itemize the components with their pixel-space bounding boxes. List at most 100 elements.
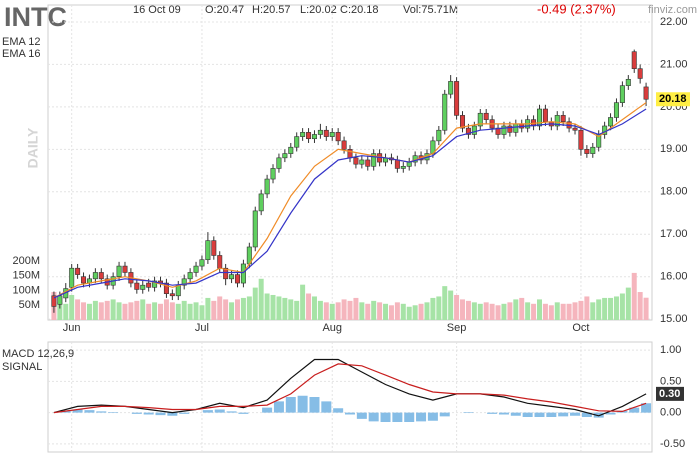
volume-bar: [377, 302, 383, 320]
candle-body: [57, 295, 63, 305]
histogram-bar: [416, 412, 427, 422]
volume-bar: [608, 297, 614, 320]
candle-body: [134, 282, 140, 290]
volume-bar: [406, 306, 412, 320]
candle-body: [436, 129, 442, 142]
candle-body: [276, 157, 282, 169]
volume-bar: [276, 296, 282, 320]
volume-bar: [560, 303, 566, 320]
volume-bar: [128, 302, 134, 320]
histogram-bar: [285, 397, 296, 413]
candle-body: [223, 267, 229, 280]
candle-body: [205, 240, 211, 261]
y-tick-label: 150M: [12, 270, 40, 282]
volume-bar: [181, 300, 187, 320]
histogram-bar: [629, 407, 640, 413]
candle-body: [329, 132, 335, 137]
candle-body: [619, 85, 625, 103]
volume-bar: [163, 299, 169, 320]
x-tick-label: Jul: [195, 322, 209, 334]
logo: finviz.com: [648, 4, 697, 16]
candle-body: [175, 284, 181, 297]
volume-bar: [489, 303, 495, 320]
volume-bar: [294, 300, 300, 320]
line: [53, 363, 647, 414]
volume-bar: [122, 303, 128, 320]
candle-body: [288, 146, 294, 154]
y-tick-label: 200M: [12, 255, 40, 267]
y-tick-label: 1.00: [660, 344, 681, 356]
candle-body: [460, 115, 466, 129]
histogram-bar: [84, 410, 95, 413]
histogram-bar: [131, 412, 142, 414]
histogram-bar: [226, 411, 237, 413]
histogram-bar: [309, 397, 320, 413]
candle-body: [69, 267, 75, 288]
y-tick-label: 17.00: [660, 228, 688, 240]
candle-body: [631, 51, 637, 69]
candle-body: [542, 108, 548, 123]
y-tick-label: 19.00: [660, 143, 688, 155]
volume-bar: [240, 297, 246, 320]
candle-body: [300, 132, 306, 137]
histogram-bar: [427, 412, 438, 421]
candle-body: [643, 86, 649, 100]
candle-body: [211, 240, 217, 256]
volume-bar: [282, 297, 288, 320]
volume-bar: [625, 287, 631, 320]
candle-body: [507, 125, 513, 133]
volume-bar: [359, 302, 365, 320]
volume-bar: [394, 302, 400, 320]
volume-bar: [643, 297, 649, 320]
y-tick-label: 18.00: [660, 186, 688, 198]
volume-bar: [531, 303, 537, 320]
candle-body: [613, 102, 619, 118]
volume-bar: [217, 296, 223, 320]
candle-body: [51, 295, 57, 307]
volume-bar: [347, 300, 353, 320]
line: [53, 108, 647, 299]
volume-bar: [572, 302, 578, 320]
candle-body: [448, 81, 454, 95]
candle-body: [169, 293, 175, 297]
candle-body: [554, 115, 560, 127]
volume-bar: [86, 303, 92, 320]
volume-bar: [69, 294, 75, 320]
candle-body: [471, 125, 477, 135]
line: [53, 358, 647, 417]
y-tick-label: 22.00: [660, 16, 688, 28]
histogram-bar: [404, 412, 415, 422]
histogram-bar: [534, 412, 545, 417]
volume-bar: [146, 303, 152, 320]
histogram-bar: [570, 412, 581, 416]
histogram-bar: [605, 412, 616, 415]
histogram-bar: [262, 407, 273, 413]
volume-bar: [199, 305, 205, 320]
candle-body: [199, 259, 205, 267]
volume-bar: [513, 299, 519, 320]
histogram-bar: [392, 412, 403, 422]
candle-body: [294, 136, 300, 148]
change: -0.49 (2.37%): [537, 1, 616, 16]
histogram-bar: [108, 412, 119, 413]
histogram-bar: [60, 410, 71, 413]
volume-bar: [335, 302, 341, 320]
candle-body: [590, 146, 596, 154]
volume-bar: [252, 287, 258, 320]
volume-bar: [270, 294, 276, 320]
volume-bar: [442, 286, 448, 320]
candle-body: [264, 178, 270, 195]
candle-body: [217, 255, 223, 269]
histogram-bar: [345, 412, 355, 415]
volume-bar: [454, 294, 460, 320]
last-price-box: [656, 92, 690, 107]
volume-bar: [619, 293, 625, 320]
volume-bar: [548, 305, 554, 320]
histogram-bar: [297, 395, 308, 413]
candle-body: [400, 166, 406, 169]
histogram-bar: [202, 410, 213, 413]
volume-bar: [371, 300, 377, 320]
histogram-bar: [439, 412, 450, 417]
candle-body: [311, 134, 317, 140]
volume-bar: [300, 284, 306, 320]
